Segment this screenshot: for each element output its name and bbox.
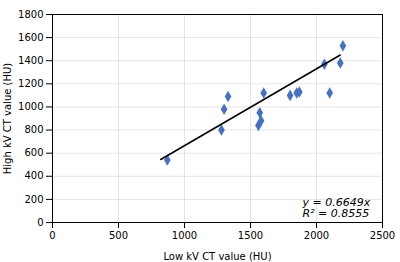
svg-text:1000: 1000 [18,101,43,112]
svg-text:0: 0 [49,230,55,241]
svg-text:1200: 1200 [18,78,43,89]
svg-text:Low kV CT value (HU): Low kV CT value (HU) [163,251,271,262]
svg-text:1600: 1600 [18,32,43,43]
svg-text:400: 400 [24,170,43,181]
svg-text:1800: 1800 [18,9,43,20]
svg-text:y = 0.6649xR² = 0.8555: y = 0.6649xR² = 0.8555 [302,196,371,220]
svg-text:1000: 1000 [172,230,197,241]
svg-text:0: 0 [37,217,43,228]
svg-text:2500: 2500 [370,230,395,241]
svg-text:800: 800 [24,124,43,135]
svg-text:High kV CT value (HU): High kV CT value (HU) [2,63,13,174]
svg-text:500: 500 [109,230,128,241]
svg-text:2000: 2000 [304,230,329,241]
svg-text:200: 200 [24,194,43,205]
svg-text:600: 600 [24,147,43,158]
svg-text:1400: 1400 [18,55,43,66]
svg-text:1500: 1500 [238,230,263,241]
